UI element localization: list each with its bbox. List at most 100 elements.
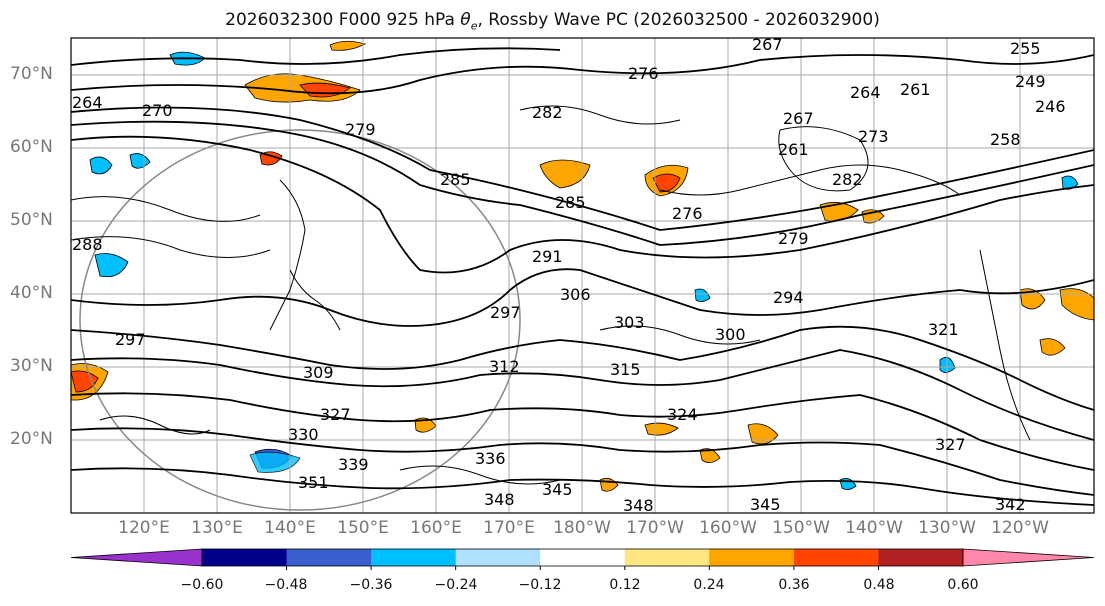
contour-label: 300: [715, 325, 746, 344]
lon-label-130e: 130°E: [191, 518, 243, 538]
lon-label-160w: 160°W: [699, 518, 757, 538]
contour-label: 270: [142, 101, 173, 120]
contour-label: 282: [532, 103, 563, 122]
contour-label: 336: [475, 449, 506, 468]
contour-label: 297: [115, 330, 146, 349]
contour-label: 348: [484, 490, 515, 509]
contour-label: 309: [303, 363, 334, 382]
contour-label: 291: [532, 247, 563, 266]
lat-label-20n: 20°N: [10, 429, 53, 449]
lat-label-60n: 60°N: [10, 137, 53, 157]
contour-label: 279: [778, 229, 809, 248]
lon-label-120e: 120°E: [118, 518, 170, 538]
contour-label: 348: [623, 496, 654, 515]
contour-label: 246: [1035, 97, 1066, 116]
lat-label-40n: 40°N: [10, 283, 53, 303]
colorbar-extend-high: [962, 548, 1095, 567]
contour-label: 279: [345, 120, 376, 139]
cb-tick-label: −0.60: [180, 577, 224, 593]
contour-label: 315: [610, 360, 641, 379]
lon-label-170e: 170°E: [483, 518, 535, 538]
lon-label-150e: 150°E: [337, 518, 389, 538]
contour-label: 345: [750, 495, 781, 514]
contour-label: 258: [990, 130, 1021, 149]
contour-label: 306: [560, 285, 591, 304]
contour-label: 285: [440, 170, 471, 189]
theta-e-contours: [71, 47, 1094, 506]
lon-label-170w: 170°W: [626, 518, 684, 538]
contour-label: 321: [928, 320, 959, 339]
cb-tick-label: 0.36: [778, 577, 810, 593]
contour-label: 273: [858, 127, 889, 146]
lon-label-120w: 120°W: [991, 518, 1049, 538]
lon-label-160e: 160°E: [410, 518, 462, 538]
colorbar-extend-low: [70, 548, 203, 567]
cb-tick-label: 0.48: [863, 577, 895, 593]
map-title: 2026032300 F000 925 hPa θe, Rossby Wave …: [0, 10, 1105, 32]
contour-label: 267: [783, 109, 814, 128]
cb-tick-label: −0.36: [349, 577, 393, 593]
contour-label: 303: [614, 313, 645, 332]
contour-label: 261: [900, 80, 931, 99]
lon-label-140w: 140°W: [845, 518, 903, 538]
contour-label: 288: [72, 235, 103, 254]
cb-tick-label: −0.12: [518, 577, 562, 593]
anomaly-shading: [71, 40, 1094, 492]
colorbar-segment: [286, 549, 372, 566]
cb-tick-label: 0.24: [693, 577, 725, 593]
colorbar-segments: [70, 548, 1095, 570]
contour-label: 312: [489, 357, 520, 376]
title-theta: θ: [460, 10, 471, 30]
lat-label-50n: 50°N: [10, 210, 53, 230]
cb-tick-label: 0.60: [947, 577, 979, 593]
contour-label: 324: [667, 405, 698, 424]
contour-label: 276: [628, 64, 659, 83]
colorbar-segment: [540, 549, 626, 566]
contour-label: 330: [288, 425, 319, 444]
contour-label: 249: [1015, 72, 1046, 91]
contour-label: 264: [850, 83, 881, 102]
map-frame: [70, 37, 1095, 514]
contour-label: 345: [542, 480, 573, 499]
contour-label: 294: [773, 288, 804, 307]
title-suffix: , Rossby Wave PC (2026032500 - 202603290…: [477, 10, 880, 30]
contour-labels: 264 270 276 282 267 255 249 246 264 261 …: [72, 35, 1066, 515]
lon-label-130w: 130°W: [918, 518, 976, 538]
pc-region-outline: [79, 129, 521, 511]
colorbar-frame: [201, 548, 964, 567]
colorbar-segment: [202, 549, 288, 566]
contour-label: 339: [338, 455, 369, 474]
lat-label-30n: 30°N: [10, 356, 53, 376]
lon-label-140e: 140°E: [264, 518, 316, 538]
contour-label: 264: [72, 93, 103, 112]
contour-label: 327: [935, 435, 966, 454]
colorbar: [70, 548, 1095, 570]
contour-label: 285: [555, 193, 586, 212]
title-theta-sub: e: [470, 19, 478, 33]
contour-label: 255: [1010, 39, 1041, 58]
contour-label: 342: [995, 495, 1026, 514]
cb-tick-label: −0.48: [264, 577, 308, 593]
thin-contours: [71, 105, 869, 485]
title-prefix: 2026032300 F000 925 hPa: [225, 10, 461, 30]
coastlines: [269, 164, 1031, 441]
cb-tick-label: 0.12: [609, 577, 641, 593]
colorbar-segment: [793, 549, 879, 566]
contour-label: 282: [832, 170, 863, 189]
contour-label: 351: [298, 473, 329, 492]
colorbar-segment: [878, 549, 964, 566]
lon-label-150w: 150°W: [772, 518, 830, 538]
cb-tick-label: −0.24: [434, 577, 478, 593]
contour-label: 261: [778, 140, 809, 159]
contour-label: 267: [752, 35, 783, 54]
colorbar-segment: [371, 549, 457, 566]
map-panel: 264 270 276 282 267 255 249 246 264 261 …: [70, 35, 1095, 515]
contour-label: 276: [672, 204, 703, 223]
colorbar-segment: [455, 549, 541, 566]
colorbar-segment: [624, 549, 710, 566]
colorbar-segment: [709, 549, 795, 566]
lon-label-180w: 180°W: [553, 518, 611, 538]
contour-label: 297: [490, 303, 521, 322]
lat-label-70n: 70°N: [10, 64, 53, 84]
contour-label: 327: [320, 405, 351, 424]
